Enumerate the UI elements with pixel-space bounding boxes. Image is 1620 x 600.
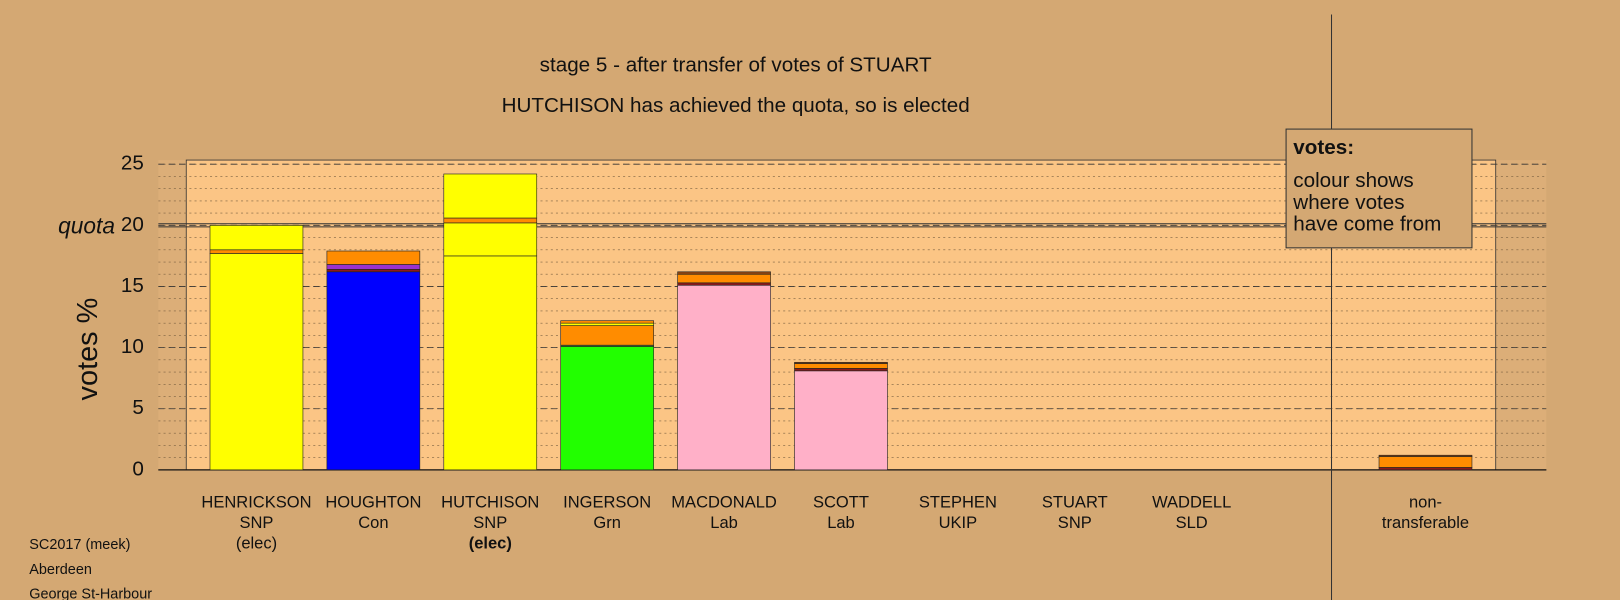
x-tick-label: (elec) xyxy=(236,534,277,553)
x-tick-label: Lab xyxy=(827,513,855,532)
legend-text: have come from xyxy=(1293,213,1441,236)
x-tick-label: transferable xyxy=(1382,513,1469,532)
bars xyxy=(209,173,1473,471)
x-tick-label: HUTCHISON xyxy=(441,492,539,511)
bar-segment xyxy=(560,325,654,346)
bar-segment xyxy=(209,253,304,471)
bar-segment xyxy=(794,368,888,372)
x-tick-label: HOUGHTON xyxy=(325,492,421,511)
x-tick-label: INGERSON xyxy=(563,492,651,511)
bar-segment xyxy=(1378,467,1473,471)
bar-segment xyxy=(443,217,538,224)
y-tick-label: 25 xyxy=(121,152,144,175)
bar-segment xyxy=(560,320,654,324)
bar-segment xyxy=(677,271,771,275)
bar-segment xyxy=(677,282,771,286)
legend-text: colour shows xyxy=(1293,169,1413,192)
x-tick-label: UKIP xyxy=(939,513,978,532)
chart-subtitle: HUTCHISON has achieved the quota, so is … xyxy=(502,94,970,117)
x-tick-label: MACDONALD xyxy=(671,492,777,511)
x-tick-label: (elec) xyxy=(469,534,512,553)
quota-label: quota xyxy=(58,212,115,238)
x-tick-label: Con xyxy=(358,513,388,532)
y-tick-label: 0 xyxy=(132,457,143,480)
x-tick-label: non- xyxy=(1409,492,1442,511)
legend-text: where votes xyxy=(1292,191,1404,214)
legend: votes: colour shows where votes have com… xyxy=(1285,128,1473,249)
x-tick-label: STUART xyxy=(1042,492,1108,511)
x-tick-label: Grn xyxy=(593,513,621,532)
bar-segment xyxy=(560,322,654,326)
footer-text: Aberdeen xyxy=(29,562,92,578)
x-tick-label: WADDELL xyxy=(1152,492,1231,511)
legend-title: votes: xyxy=(1293,136,1354,159)
bar-segment xyxy=(326,250,421,265)
x-tick-label: Lab xyxy=(710,513,738,532)
legend-box xyxy=(1285,128,1473,249)
x-tick-label: SNP xyxy=(1058,513,1092,532)
bar-segment xyxy=(794,363,888,369)
bar-segment xyxy=(677,284,771,471)
bar-segment xyxy=(443,173,538,219)
footer-text: George St-Harbour xyxy=(29,587,152,600)
bar-segment xyxy=(443,222,538,257)
y-tick-label: 10 xyxy=(121,335,144,358)
bar-segment xyxy=(1378,454,1473,457)
x-tick-label: HENRICKSON xyxy=(201,492,311,511)
bar-segment xyxy=(209,225,304,251)
bar-segment xyxy=(560,346,654,471)
bar-segment xyxy=(326,271,421,471)
y-axis-label: votes % xyxy=(72,298,104,401)
bar-segment xyxy=(794,370,888,471)
bar-segment xyxy=(326,269,421,273)
bar-segment xyxy=(677,273,771,284)
bar-segment xyxy=(443,255,538,471)
x-tick-label: SNP xyxy=(473,513,507,532)
y-tick-label: 5 xyxy=(132,396,143,419)
bar-segment xyxy=(794,361,888,364)
footer-text: SC2017 (meek) xyxy=(29,537,130,553)
bar-segment xyxy=(326,264,421,270)
x-tick-label: SNP xyxy=(239,513,273,532)
bar-segment xyxy=(1378,456,1473,468)
y-tick-label: 20 xyxy=(121,213,144,236)
x-tick-label: STEPHEN xyxy=(919,492,997,511)
chart-title: stage 5 - after transfer of votes of STU… xyxy=(540,54,932,77)
x-tick-label: SCOTT xyxy=(813,492,869,511)
x-tick-label: SLD xyxy=(1176,513,1208,532)
bar-segment xyxy=(209,249,304,254)
y-tick-label: 15 xyxy=(121,274,144,297)
